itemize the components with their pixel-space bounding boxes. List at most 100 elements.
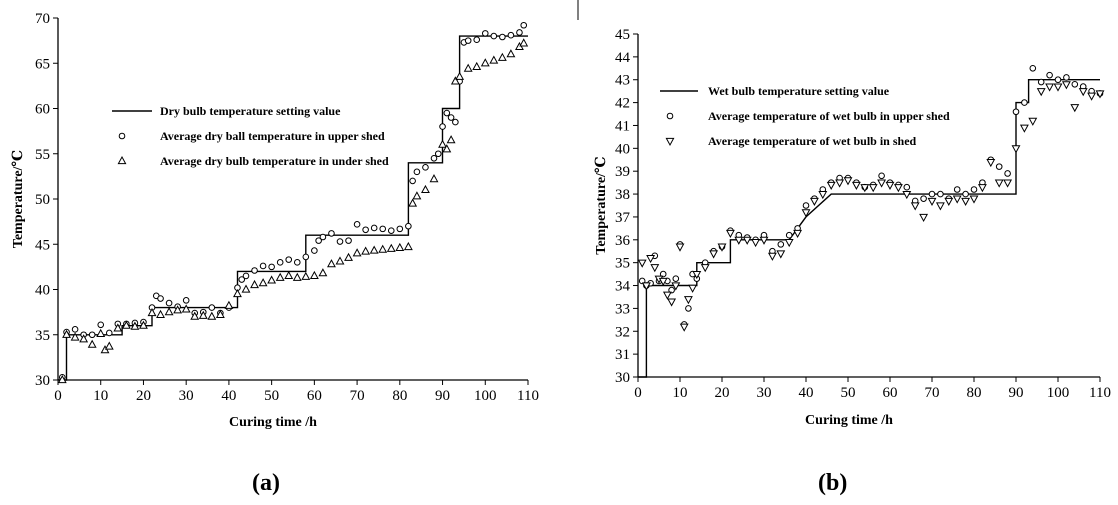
y-tick-label: 50 — [35, 192, 50, 208]
data-point-triangle — [442, 144, 452, 153]
x-tick-label: 100 — [1047, 385, 1070, 401]
x-tick-label: 20 — [715, 385, 730, 401]
data-point-triangle — [386, 243, 396, 252]
data-point-triangle — [700, 264, 710, 273]
data-point-triangle — [480, 58, 490, 67]
data-point-circle — [328, 230, 335, 237]
data-point-triangle — [429, 174, 439, 183]
data-point-circle — [319, 233, 327, 241]
data-point-triangle — [1028, 117, 1038, 126]
data-point-triangle — [181, 304, 191, 313]
data-point-triangle — [301, 271, 311, 280]
data-point-circle — [1063, 74, 1070, 81]
data-point-circle — [430, 154, 438, 162]
y-tick-label: 40 — [615, 141, 630, 157]
data-point-circle — [242, 272, 250, 280]
data-point-circle — [970, 186, 978, 193]
data-point-triangle — [902, 190, 912, 200]
data-point-triangle — [776, 250, 786, 259]
data-point-triangle — [335, 256, 345, 265]
data-point-triangle — [1036, 88, 1046, 97]
data-point-triangle — [113, 323, 123, 332]
data-point-triangle — [284, 270, 294, 280]
data-point-triangle — [190, 311, 200, 320]
legend-label: Wet bulb temperature setting value — [708, 84, 890, 98]
data-point-circle — [405, 222, 412, 230]
data-point-triangle — [961, 197, 971, 206]
data-point-triangle — [408, 198, 418, 207]
legend: Dry bulb temperature setting value Averag… — [112, 104, 389, 168]
data-point-circle — [777, 241, 785, 248]
data-point-triangle — [994, 179, 1004, 188]
data-point-triangle — [944, 197, 954, 206]
x-tick-label: 90 — [435, 388, 450, 404]
data-point-circle — [315, 237, 322, 244]
x-tick-label: 30 — [179, 388, 194, 404]
x-tick-label: 70 — [925, 385, 940, 401]
data-point-triangle — [662, 291, 672, 300]
data-point-circle — [1029, 65, 1037, 72]
data-point-circle — [802, 202, 810, 209]
data-point-triangle — [1095, 90, 1105, 99]
y-tick-label: 39 — [615, 164, 630, 180]
data-point-triangle — [62, 329, 71, 338]
data-point-triangle — [641, 282, 651, 291]
x-tick-label: 20 — [136, 388, 151, 404]
data-point-triangle — [952, 195, 962, 204]
data-point-triangle — [1087, 92, 1097, 101]
data-point-circle — [88, 331, 96, 339]
data-point-triangle — [241, 284, 251, 293]
data-point-triangle — [709, 250, 719, 259]
data-point-triangle — [885, 181, 895, 190]
data-point-triangle — [927, 197, 937, 206]
data-point-circle — [659, 270, 667, 278]
data-point-triangle — [309, 270, 319, 280]
x-tick-label: 0 — [54, 388, 62, 404]
data-point-circle — [685, 305, 692, 312]
x-tick-label: 40 — [799, 385, 814, 401]
legend-label: Average temperature of wet bulb in upper… — [708, 109, 950, 123]
data-point-circle — [293, 259, 301, 266]
data-point-circle — [1054, 76, 1062, 84]
data-point-circle — [285, 256, 293, 263]
data-point-triangle — [395, 242, 405, 251]
data-point-triangle — [361, 246, 371, 255]
data-point-circle — [447, 114, 455, 121]
chart-a: 0 10 20 30 40 50 60 70 80 90 100 110 30 35 40 45 50 55 60 6… — [11, 11, 539, 430]
x-tick-label: 80 — [392, 388, 407, 404]
y-axis-label: Temperature/℃ — [594, 156, 609, 255]
x-tick-label: 90 — [1009, 385, 1024, 401]
data-point-circle — [672, 275, 680, 282]
data-point-triangle — [793, 229, 803, 238]
data-point-triangle — [446, 135, 456, 144]
x-tick-label: 100 — [474, 388, 497, 404]
data-point-circle — [668, 286, 675, 294]
data-point-triangle — [1053, 83, 1063, 92]
data-point-triangle — [671, 282, 681, 291]
data-point-triangle — [1019, 124, 1029, 133]
data-point-circle — [937, 190, 944, 198]
data-point-circle — [443, 109, 451, 117]
data-point-circle — [97, 321, 105, 329]
legend-label: Average temperature of wet bulb in shed — [708, 134, 917, 148]
x-tick-label: 60 — [307, 388, 322, 404]
data-point-triangle — [725, 229, 735, 238]
y-tick-label: 31 — [615, 347, 630, 363]
x-tick-label: 60 — [883, 385, 898, 401]
data-point-triangle — [233, 288, 242, 298]
data-point-triangle — [450, 76, 460, 85]
data-point-triangle — [472, 61, 482, 70]
data-point-circle — [473, 36, 481, 44]
data-point-triangle — [742, 236, 752, 245]
data-point-triangle — [784, 238, 794, 248]
data-point-circle — [520, 21, 528, 29]
data-point-circle — [928, 190, 936, 198]
data-point-circle — [638, 277, 646, 285]
legend-marker-triangle — [665, 137, 675, 147]
data-point-circle — [413, 168, 421, 176]
y-tick-label: 36 — [615, 233, 631, 249]
x-tick-label: 10 — [93, 388, 108, 404]
data-point-triangle — [369, 245, 379, 254]
data-point-triangle — [489, 55, 499, 64]
data-point-circle — [464, 37, 472, 44]
